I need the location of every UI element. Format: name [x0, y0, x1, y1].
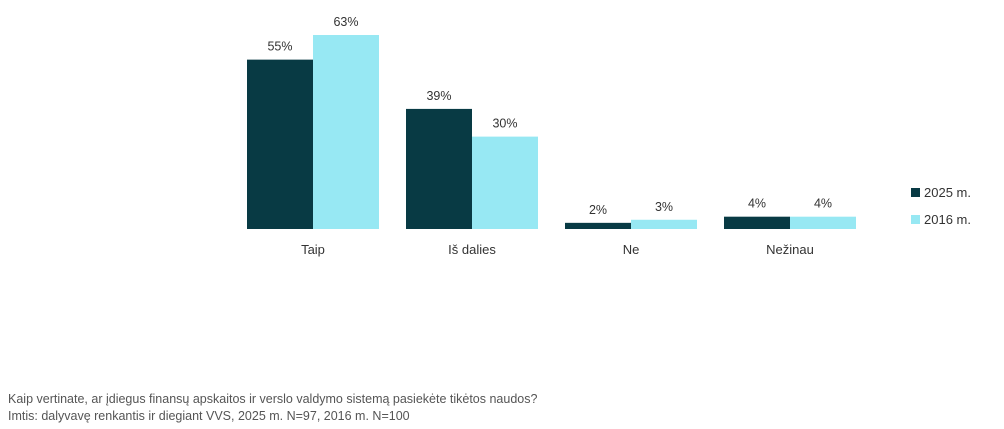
legend-swatch — [911, 188, 920, 197]
bar — [313, 35, 379, 229]
category-label: Iš dalies — [448, 242, 496, 257]
category-label: Taip — [301, 242, 325, 257]
chart-question: Kaip vertinate, ar įdiegus finansų apska… — [8, 392, 538, 406]
legend-swatch — [911, 215, 920, 224]
legend-label: 2025 m. — [924, 185, 971, 200]
bar — [631, 219, 697, 229]
category-label: Ne — [623, 242, 640, 257]
data-label: 30% — [492, 117, 517, 131]
data-label: 4% — [814, 197, 832, 211]
bar — [565, 222, 631, 229]
bar — [472, 136, 538, 229]
data-label: 3% — [655, 200, 673, 214]
legend-label: 2016 m. — [924, 212, 971, 227]
bar — [406, 108, 472, 229]
data-label: 63% — [333, 15, 358, 29]
bar — [247, 59, 313, 230]
data-label: 2% — [589, 203, 607, 217]
bar — [790, 216, 856, 229]
data-label: 55% — [267, 40, 292, 54]
chart-sample: Imtis: dalyvavę renkantis ir diegiant VV… — [8, 409, 410, 423]
bar-chart: 55% 63% Taip 39% 30% Iš dalies 2% 3% Ne 4% 4% Nežin… — [247, 15, 971, 257]
data-label: 4% — [748, 197, 766, 211]
data-label: 39% — [426, 89, 451, 103]
category-label: Nežinau — [766, 242, 814, 257]
bar — [724, 216, 790, 229]
